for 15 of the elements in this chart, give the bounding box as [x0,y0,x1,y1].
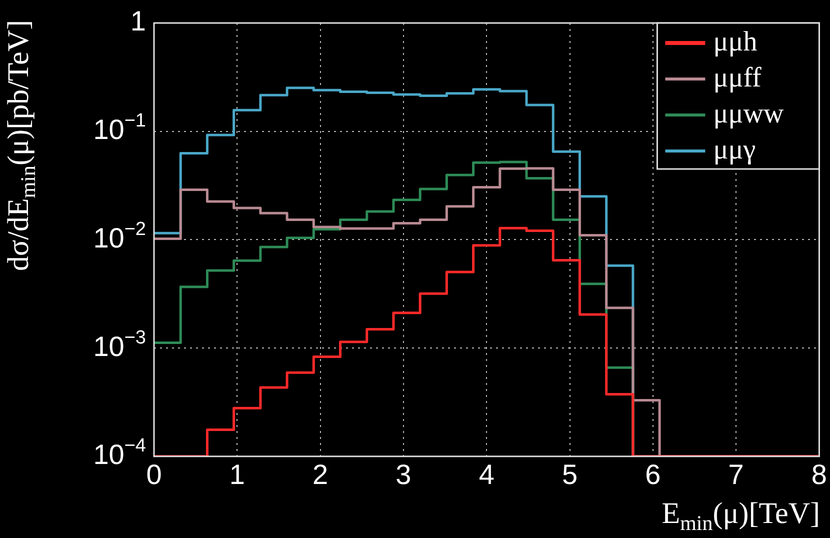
x-tick-label: 4 [478,458,494,490]
x-tick-label: 8 [811,458,828,490]
legend-label: μμww [713,98,784,130]
x-axis-title: E$_{min}$(μ)[TeV] [662,497,820,536]
x-tick-label: 6 [645,458,661,490]
x-tick-label: 1 [229,458,245,490]
x-tick-label: 3 [396,458,412,490]
legend-label: μμff [713,62,762,94]
x-tick-label: 2 [312,458,328,490]
y-tick-label: 1 [130,6,146,37]
x-tick-label: 5 [562,458,578,490]
x-tick-label: 0 [146,458,162,490]
legend-label: μμh [713,26,758,58]
legend-label: μμγ [713,134,756,166]
x-tick-label: 7 [728,458,744,490]
